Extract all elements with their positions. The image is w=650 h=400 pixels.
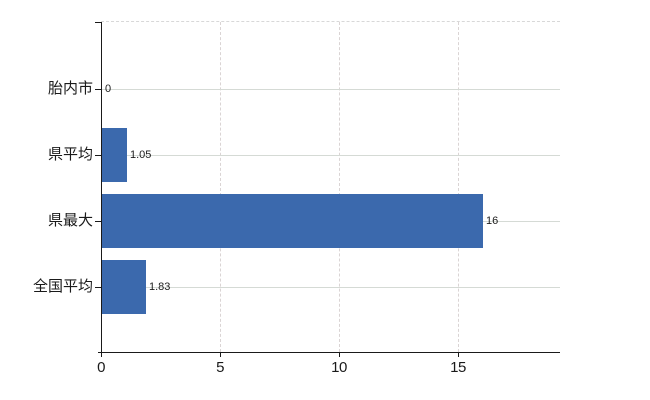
x-axis-tick xyxy=(101,352,102,357)
value-label: 16 xyxy=(486,215,499,227)
v-gridline xyxy=(458,22,459,352)
bar xyxy=(102,194,483,248)
category-tick xyxy=(95,221,101,222)
value-label: 1.05 xyxy=(130,149,152,161)
category-label: 胎内市 xyxy=(47,80,93,97)
value-label: 0 xyxy=(105,83,112,95)
value-label: 1.83 xyxy=(149,281,171,293)
x-tick-label: 5 xyxy=(216,359,224,376)
v-gridline xyxy=(339,22,340,352)
x-tick-label: 10 xyxy=(331,359,347,376)
category-tick xyxy=(95,287,101,288)
bar xyxy=(102,128,127,182)
x-axis-tick xyxy=(339,352,340,357)
category-tick xyxy=(95,155,101,156)
v-gridline xyxy=(220,22,221,352)
h-gridline xyxy=(102,89,560,90)
y-axis-boundary-tick xyxy=(95,22,101,23)
category-label: 県最大 xyxy=(47,212,93,229)
h-gridline xyxy=(102,155,560,156)
y-axis xyxy=(101,22,102,357)
x-axis xyxy=(98,352,560,353)
category-tick xyxy=(95,89,101,90)
category-label: 県平均 xyxy=(47,146,93,163)
x-axis-tick xyxy=(220,352,221,357)
x-tick-label: 15 xyxy=(450,359,466,376)
category-label: 全国平均 xyxy=(32,278,93,295)
plot-top-border xyxy=(101,21,560,22)
x-tick-label: 0 xyxy=(97,359,105,376)
h-gridline xyxy=(102,287,560,288)
bar xyxy=(102,260,146,314)
x-axis-tick xyxy=(458,352,459,357)
